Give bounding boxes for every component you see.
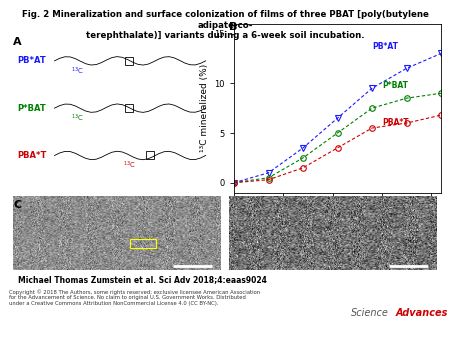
Text: P*BAT: P*BAT <box>382 81 408 90</box>
Y-axis label: ¹³C mineralized (%): ¹³C mineralized (%) <box>200 64 209 152</box>
Text: PBA*T: PBA*T <box>382 118 409 127</box>
Bar <box>130 239 156 248</box>
Text: Michael Thomas Zumstein et al. Sci Adv 2018;4:eaas9024: Michael Thomas Zumstein et al. Sci Adv 2… <box>18 275 267 285</box>
Text: PB*AT: PB*AT <box>372 42 398 50</box>
Text: Science: Science <box>351 308 389 318</box>
Text: $^{13}$C: $^{13}$C <box>71 113 84 124</box>
Text: PBA*T: PBA*T <box>17 151 47 160</box>
Text: Copyright © 2018 The Authors, some rights reserved; exclusive licensee American : Copyright © 2018 The Authors, some right… <box>9 289 260 306</box>
Text: C: C <box>14 200 22 210</box>
Text: $^{13}$C: $^{13}$C <box>123 160 136 171</box>
Text: PB*AT: PB*AT <box>17 56 46 65</box>
Text: P*BAT: P*BAT <box>17 104 46 113</box>
Text: A: A <box>13 37 22 47</box>
X-axis label: Time (days): Time (days) <box>311 216 364 225</box>
Text: Fig. 2 Mineralization and surface colonization of films of three PBAT [poly(buty: Fig. 2 Mineralization and surface coloni… <box>22 10 428 40</box>
Text: B: B <box>230 22 238 32</box>
Text: Advances: Advances <box>396 308 448 318</box>
Text: $^{13}$C: $^{13}$C <box>71 65 84 77</box>
